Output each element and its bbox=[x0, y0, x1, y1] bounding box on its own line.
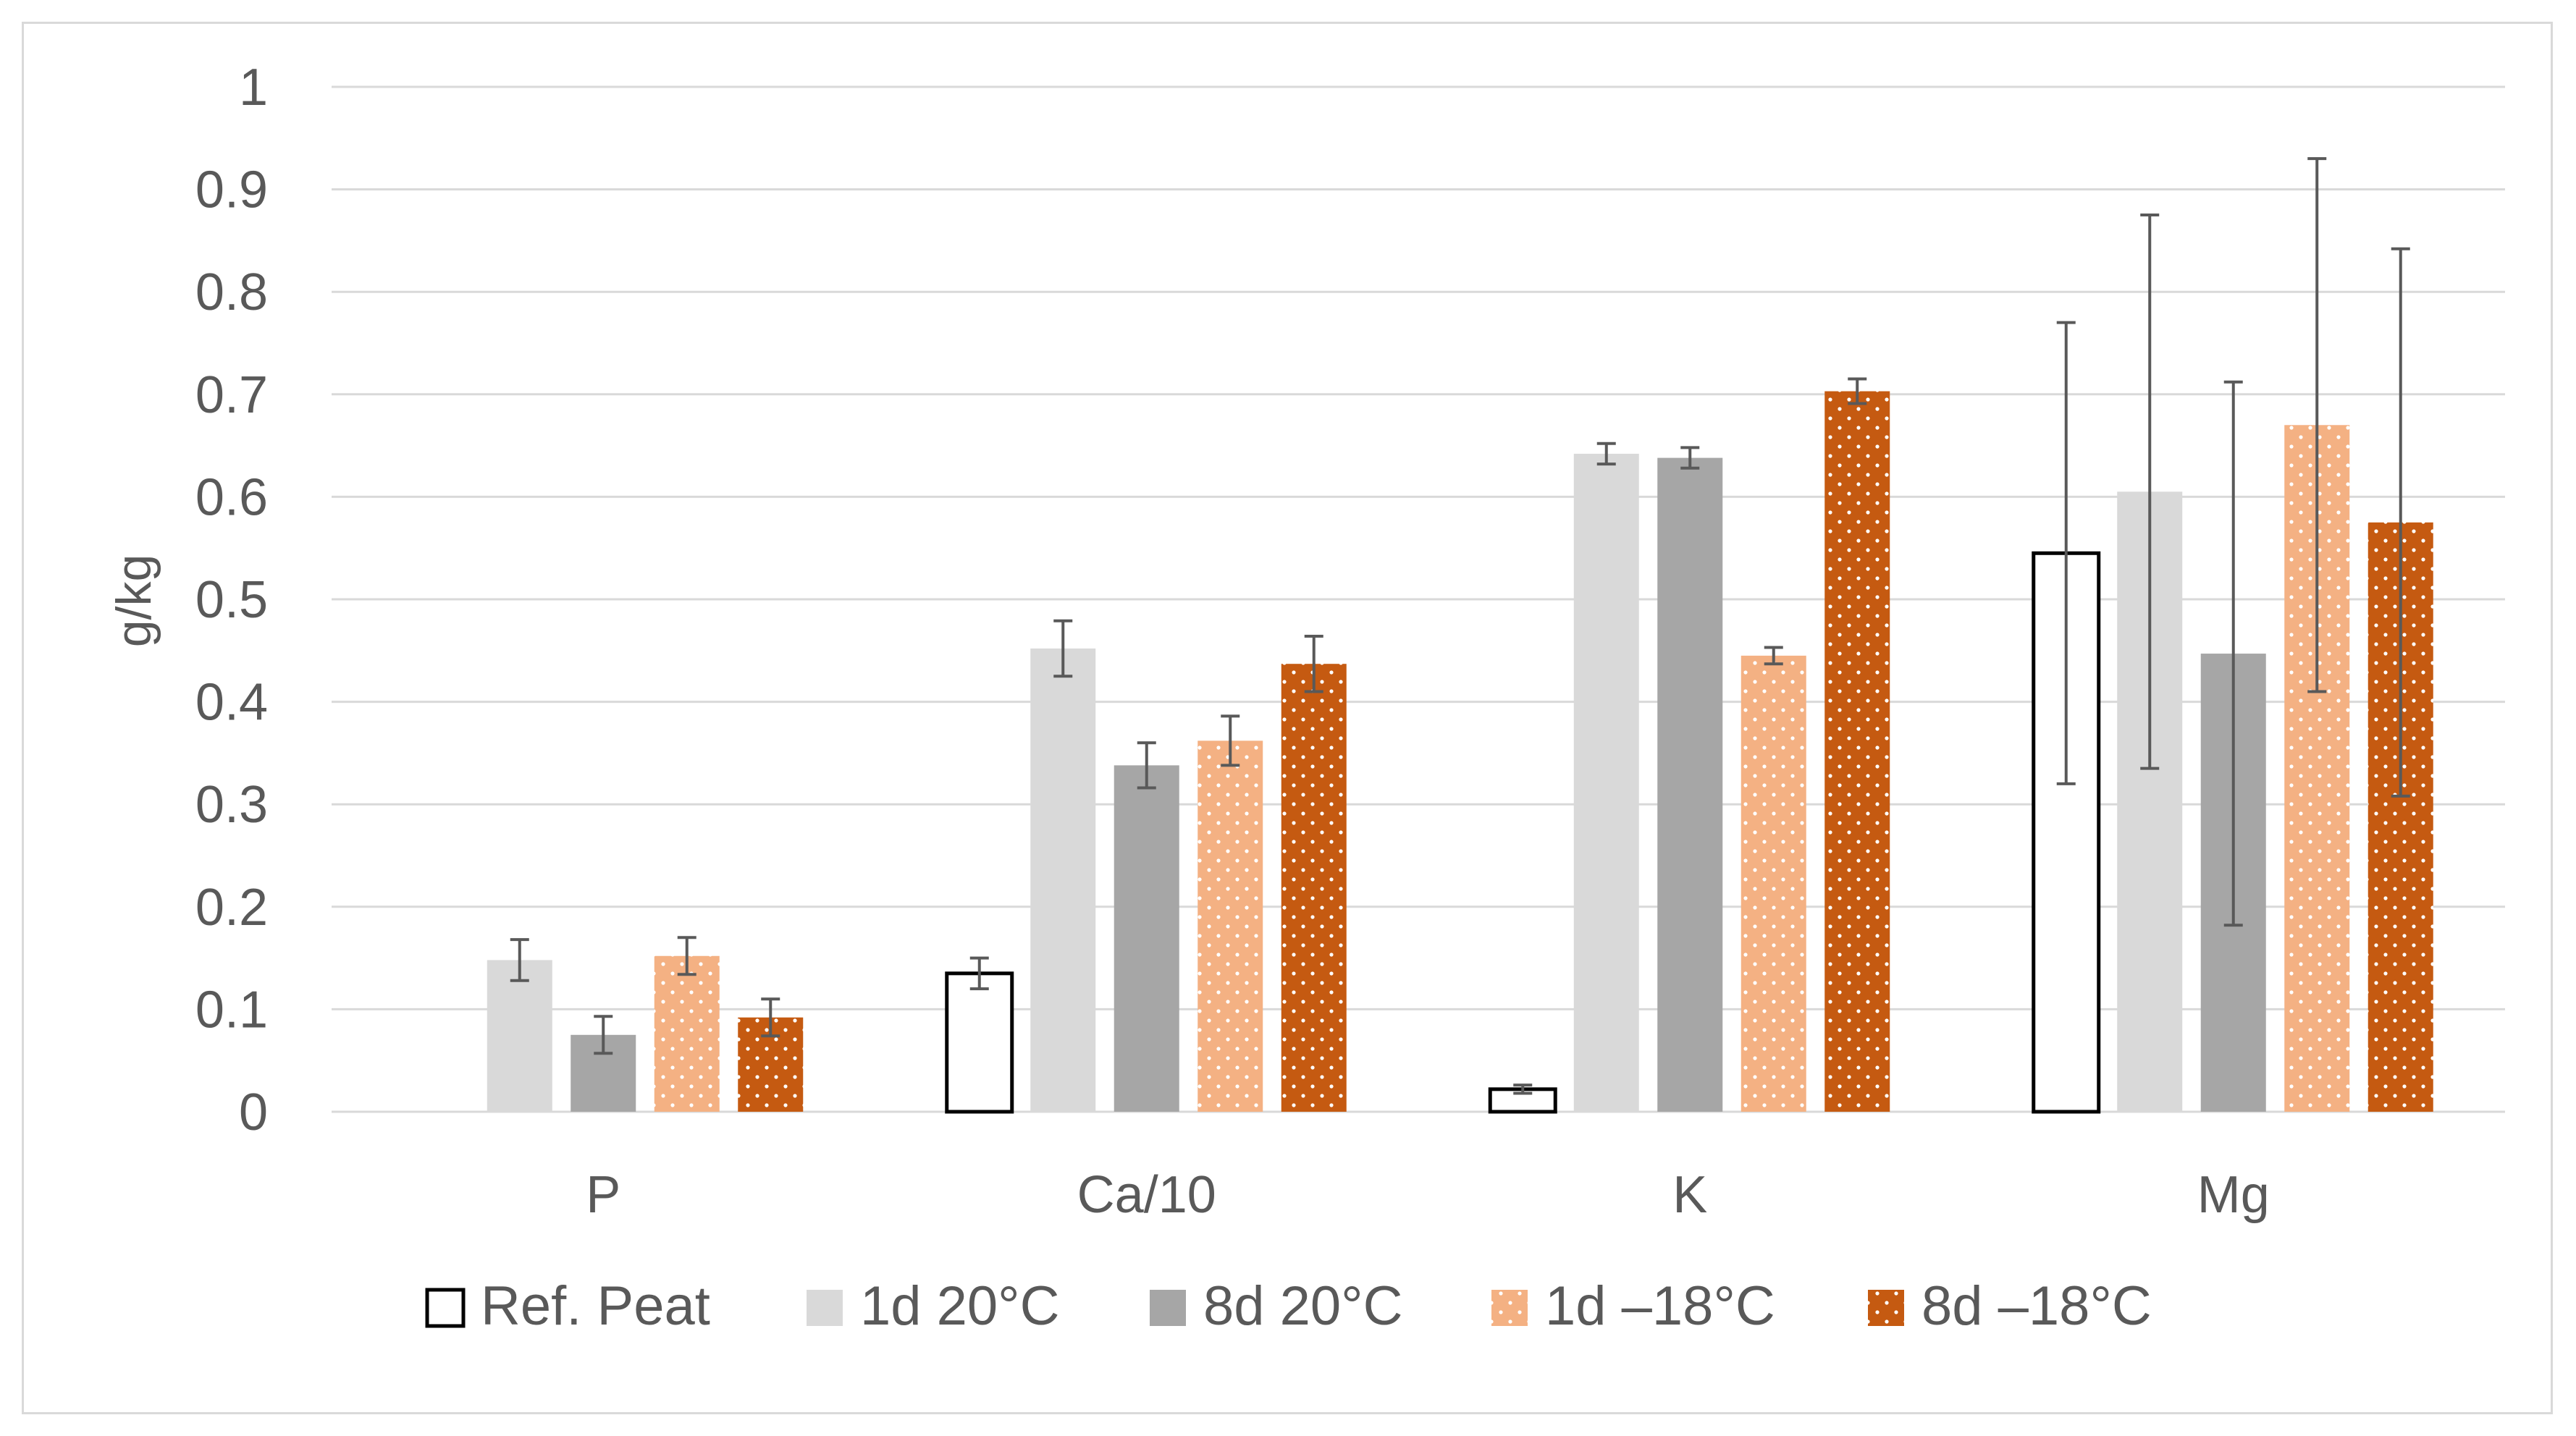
y-tick-label: 0.8 bbox=[195, 263, 268, 321]
y-tick-label: 0.3 bbox=[195, 776, 268, 834]
bar-p-1d-20-c bbox=[487, 960, 552, 1112]
y-tick-label: 0 bbox=[239, 1084, 268, 1141]
bar-k-1d-20-c bbox=[1573, 453, 1639, 1112]
legend-swatch bbox=[807, 1290, 843, 1326]
bar-ca-10-8d-20-c bbox=[1114, 765, 1179, 1112]
bar-p-1d-18-c bbox=[654, 955, 720, 1112]
x-category-label: Mg bbox=[2197, 1166, 2270, 1224]
y-tick-label: 0.9 bbox=[195, 161, 268, 219]
y-tick-label: 0.4 bbox=[195, 674, 268, 732]
bar-k-8d-18-c bbox=[1824, 391, 1890, 1112]
legend-swatch bbox=[1491, 1290, 1528, 1326]
y-axis-ticks: 0 0.1 0.2 0.3 0.4 0.5 0.6 0.7 0.8 0.9 1 bbox=[195, 59, 268, 1141]
bar-ca-10-ref-peat bbox=[945, 971, 1014, 1114]
y-tick-label: 0.1 bbox=[195, 981, 268, 1039]
legend-item-1d-18-c: 1d –18°C bbox=[1491, 1275, 1775, 1337]
x-category-label: P bbox=[586, 1166, 620, 1224]
legend-label: 1d –18°C bbox=[1545, 1275, 1775, 1337]
legend-swatch bbox=[1868, 1290, 1904, 1326]
legend-label: 8d 20°C bbox=[1203, 1275, 1402, 1337]
legend-item-ref-peat: Ref. Peat bbox=[425, 1275, 710, 1337]
bar-k-8d-20-c bbox=[1657, 457, 1723, 1112]
bar-ca-10-1d-20-c bbox=[1030, 648, 1096, 1112]
y-tick-label: 1 bbox=[239, 59, 268, 117]
y-tick-label: 0.7 bbox=[195, 366, 268, 424]
legend-item-1d-20-c: 1d 20°C bbox=[807, 1275, 1059, 1337]
bars bbox=[487, 157, 2433, 1114]
bar-ca-10-1d-18-c bbox=[1197, 740, 1263, 1112]
legend: Ref. Peat 1d 20°C 8d 20°C 1d –18°C 8d –18°C bbox=[425, 1275, 2152, 1337]
legend-swatch bbox=[1150, 1290, 1186, 1326]
legend-item-8d-18-c: 8d –18°C bbox=[1868, 1275, 2152, 1337]
y-axis-title: g/kg bbox=[106, 554, 161, 648]
x-axis-categories: P Ca/10 K Mg bbox=[586, 1166, 2270, 1224]
y-tick-label: 0.6 bbox=[195, 468, 268, 526]
legend-label: Ref. Peat bbox=[481, 1275, 710, 1337]
legend-item-8d-20-c: 8d 20°C bbox=[1150, 1275, 1402, 1337]
bar-k-1d-18-c bbox=[1741, 655, 1806, 1112]
bar-ca-10-8d-18-c bbox=[1281, 664, 1347, 1112]
y-tick-label: 0.2 bbox=[195, 879, 268, 937]
x-category-label: Ca/10 bbox=[1077, 1166, 1216, 1224]
legend-label: 1d 20°C bbox=[860, 1275, 1059, 1337]
x-category-label: K bbox=[1672, 1166, 1707, 1224]
y-tick-label: 0.5 bbox=[195, 571, 268, 629]
legend-swatch bbox=[425, 1288, 466, 1328]
legend-label: 8d –18°C bbox=[1922, 1275, 2152, 1337]
